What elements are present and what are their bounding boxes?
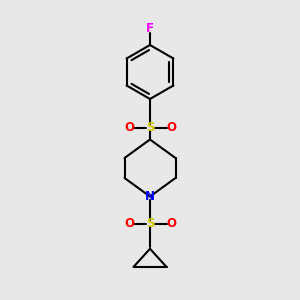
Text: S: S — [146, 217, 154, 230]
Text: O: O — [166, 121, 176, 134]
Text: O: O — [166, 217, 176, 230]
Text: N: N — [145, 190, 155, 203]
Text: S: S — [146, 121, 154, 134]
Text: F: F — [146, 22, 154, 35]
Text: O: O — [124, 121, 134, 134]
Text: O: O — [124, 217, 134, 230]
